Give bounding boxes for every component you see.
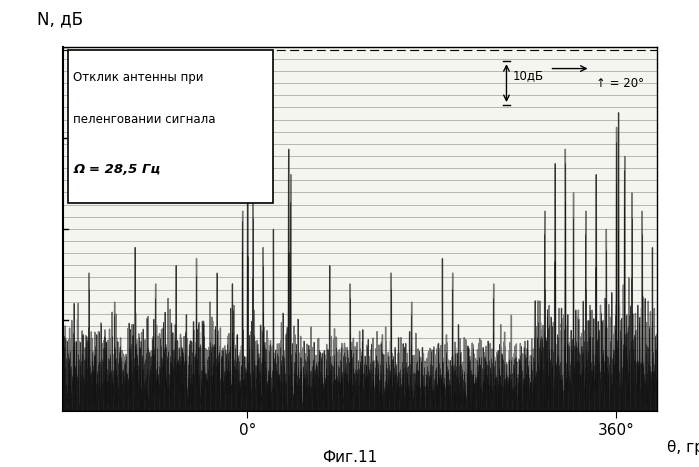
Text: θ, град.: θ, град.	[668, 440, 699, 455]
Text: Фиг.11: Фиг.11	[322, 450, 377, 465]
Text: N, дБ: N, дБ	[37, 10, 83, 28]
Text: пеленговании сигнала: пеленговании сигнала	[73, 113, 216, 126]
Text: Отклик антенны при: Отклик антенны при	[73, 71, 203, 85]
Text: Ω = 28,5 Гц: Ω = 28,5 Гц	[73, 163, 161, 176]
Text: ↑ = 20°: ↑ = 20°	[596, 77, 644, 90]
Text: 10дБ: 10дБ	[512, 70, 544, 83]
Bar	[68, 50, 273, 203]
